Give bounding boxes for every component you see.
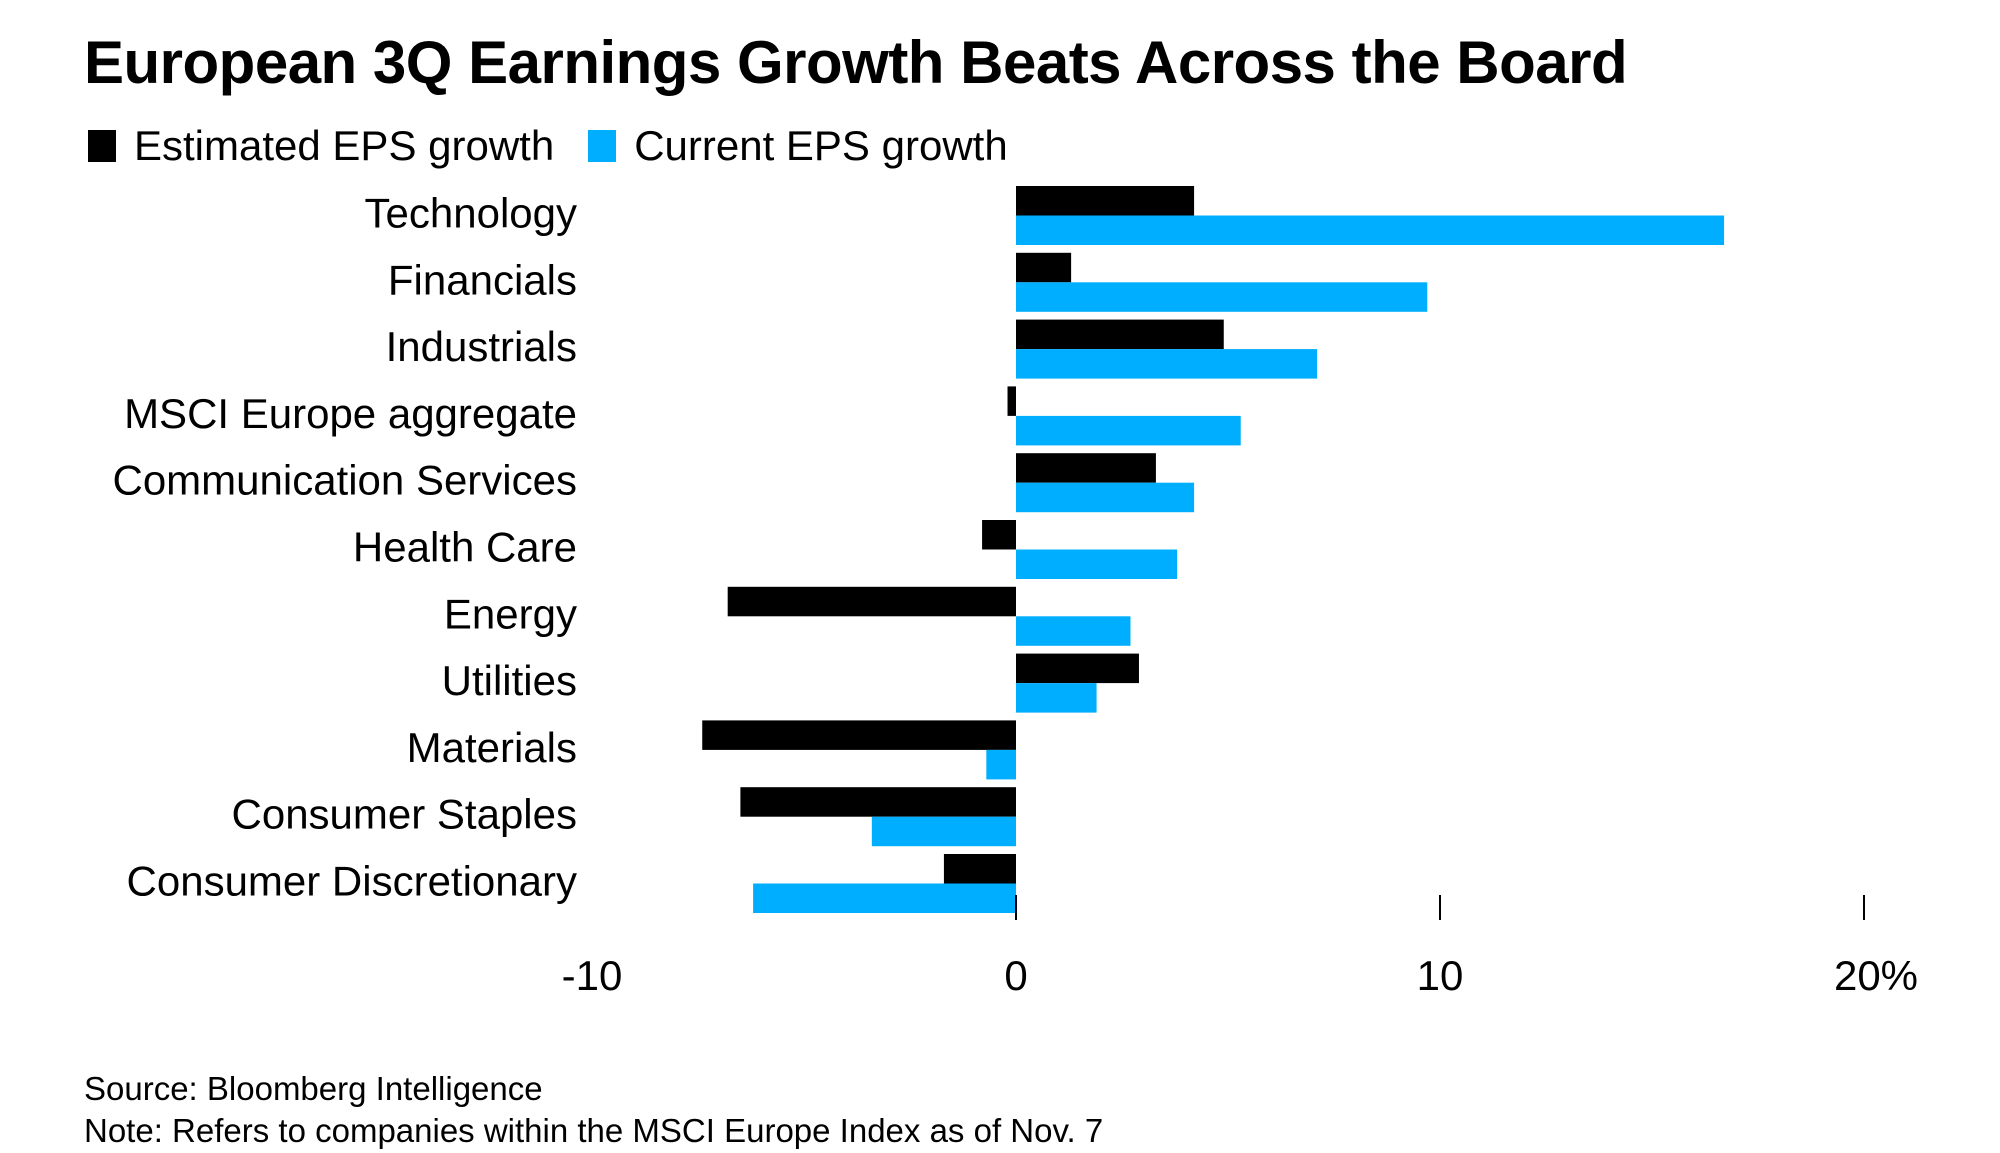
bar-current-eps [1016, 282, 1428, 312]
x-tick-label: 0 [1004, 952, 1027, 999]
bar-estimated-eps [1007, 386, 1016, 416]
category-label: Energy [444, 590, 577, 637]
x-tick-label: 10 [1417, 952, 1464, 999]
bar-estimated-eps [943, 854, 1016, 884]
bar-current-eps [1016, 349, 1318, 379]
x-tick-label: 20% [1834, 952, 1918, 999]
legend-swatch-estimated [88, 130, 116, 162]
chart-title: European 3Q Earnings Growth Beats Across… [84, 29, 1628, 96]
category-label: Communication Services [112, 457, 577, 504]
bar-current-eps [1016, 683, 1097, 713]
bar-current-eps [986, 749, 1016, 780]
legend-label-current: Current EPS growth [634, 122, 1008, 169]
bar-estimated-eps [1016, 453, 1156, 483]
bar-current-eps [871, 816, 1016, 847]
bar-current-eps [753, 883, 1016, 913]
legend: Estimated EPS growth Current EPS growth [88, 122, 1042, 170]
bar-current-eps [1016, 415, 1241, 446]
bar-estimated-eps [1016, 653, 1139, 684]
bar-estimated-eps [1016, 252, 1072, 283]
bar-current-eps [1016, 482, 1195, 513]
bar-estimated-eps [1016, 186, 1195, 216]
legend-swatch-current [588, 130, 617, 162]
legend-item-current: Current EPS growth [588, 122, 1008, 170]
category-label: Consumer Staples [232, 791, 578, 838]
footnote: Note: Refers to companies within the MSC… [84, 1112, 1104, 1149]
legend-item-estimated: Estimated EPS growth [88, 122, 554, 170]
legend-label-estimated: Estimated EPS growth [134, 122, 555, 169]
bar-estimated-eps [727, 586, 1016, 617]
category-label: Health Care [353, 524, 577, 571]
category-label: Consumer Discretionary [127, 858, 577, 905]
x-tick-label: -10 [562, 952, 623, 999]
category-label: Utilities [442, 657, 577, 704]
category-label: Industrials [386, 323, 577, 370]
source-note: Source: Bloomberg Intelligence [84, 1070, 543, 1107]
category-label: Financials [388, 256, 577, 303]
bar-estimated-eps [740, 787, 1016, 817]
bar-estimated-eps [982, 520, 1016, 550]
bar-estimated-eps [1016, 319, 1224, 350]
bar-current-eps [1016, 549, 1178, 579]
bar-current-eps [1016, 215, 1725, 245]
category-label: MSCI Europe aggregate [124, 390, 577, 437]
category-label: Materials [407, 724, 577, 771]
bar-current-eps [1016, 616, 1131, 646]
category-label: Technology [365, 190, 577, 237]
bar-estimated-eps [702, 720, 1016, 750]
